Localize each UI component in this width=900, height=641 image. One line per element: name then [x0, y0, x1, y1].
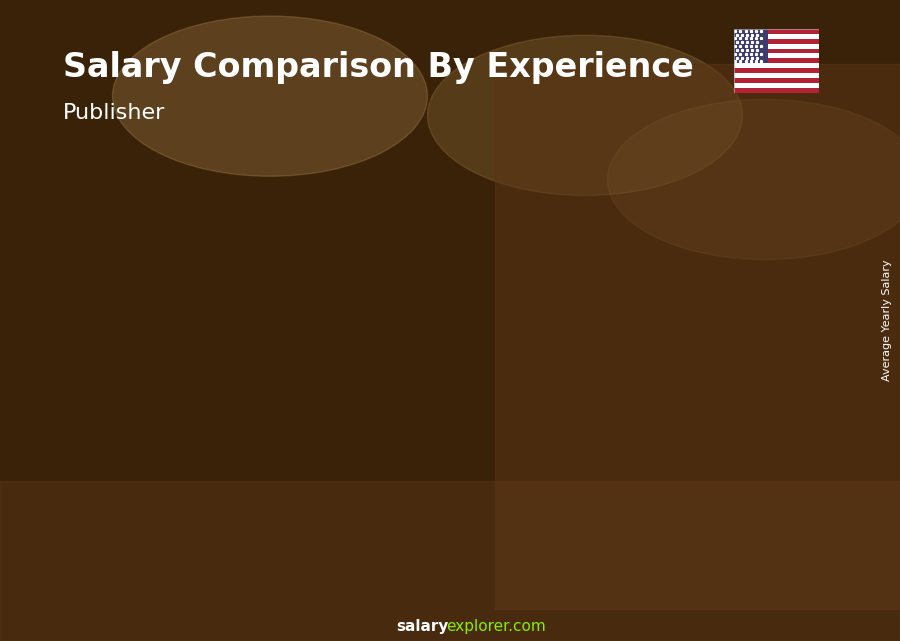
Text: 121,000 USD: 121,000 USD	[613, 244, 700, 257]
Text: explorer.com: explorer.com	[446, 619, 546, 635]
Bar	[734, 38, 819, 44]
Text: +7%: +7%	[673, 157, 730, 177]
Text: Salary Comparison By Experience: Salary Comparison By Experience	[63, 51, 694, 84]
Bar	[734, 34, 819, 38]
Text: Publisher: Publisher	[63, 103, 166, 122]
Text: Average Yearly Salary: Average Yearly Salary	[881, 260, 892, 381]
Polygon shape	[609, 231, 682, 238]
Polygon shape	[478, 254, 551, 260]
Bar	[0, 481, 900, 641]
Bar	[216, 391, 282, 577]
Bar	[734, 44, 819, 49]
Bar	[282, 391, 288, 577]
Text: +29%: +29%	[140, 320, 212, 340]
Bar	[413, 321, 419, 577]
Bar	[478, 260, 544, 577]
Bar	[734, 29, 768, 63]
Bar	[734, 88, 819, 93]
Polygon shape	[741, 208, 814, 215]
Polygon shape	[216, 388, 288, 391]
Text: +24%: +24%	[403, 190, 475, 211]
Text: 51,500 USD: 51,500 USD	[87, 439, 166, 452]
Polygon shape	[85, 430, 157, 433]
Bar	[734, 29, 819, 34]
Bar	[741, 215, 806, 577]
Bar	[734, 53, 819, 58]
Bar	[734, 78, 819, 83]
Bar	[734, 73, 819, 78]
Text: 113,000 USD: 113,000 USD	[482, 267, 569, 279]
Text: 66,200 USD: 66,200 USD	[219, 398, 298, 411]
Text: 91,300 USD: 91,300 USD	[350, 328, 429, 340]
Text: 129,000 USD: 129,000 USD	[744, 222, 832, 235]
Bar	[734, 49, 819, 53]
Bar	[150, 433, 157, 577]
Text: +38%: +38%	[272, 242, 344, 263]
Bar	[347, 321, 413, 577]
Polygon shape	[347, 316, 419, 321]
Bar	[85, 433, 150, 577]
Ellipse shape	[608, 99, 900, 260]
Text: salary: salary	[396, 619, 448, 635]
Bar	[806, 215, 814, 577]
Bar	[734, 83, 819, 88]
Ellipse shape	[112, 16, 428, 176]
Bar	[544, 260, 551, 577]
Bar	[609, 238, 675, 577]
Bar	[734, 69, 819, 73]
Bar	[734, 58, 819, 63]
Ellipse shape	[428, 35, 742, 196]
Bar	[495, 64, 900, 609]
Bar	[734, 63, 819, 69]
Text: +7%: +7%	[542, 177, 598, 197]
Bar	[675, 238, 682, 577]
